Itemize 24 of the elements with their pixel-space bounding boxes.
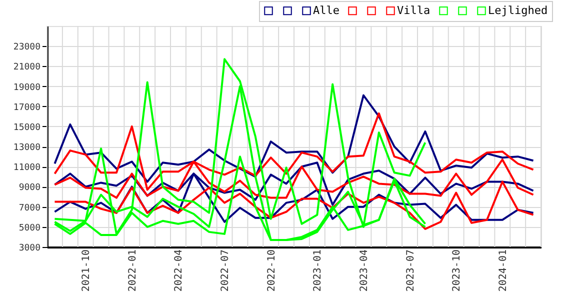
x-tick-label: 2022-07 bbox=[220, 250, 232, 292]
y-tick-label: 11000 bbox=[13, 163, 40, 174]
x-tick-label: 2022-04 bbox=[174, 250, 185, 292]
y-tick-label: 3000 bbox=[18, 244, 40, 254]
x-tick-label: 2022-10 bbox=[266, 250, 278, 292]
legend-label: Lejlighed bbox=[488, 4, 548, 17]
x-tick-label: 2023-10 bbox=[452, 250, 463, 292]
x-tick-label: 2021-10 bbox=[81, 250, 92, 292]
y-tick-label: 23000 bbox=[13, 42, 40, 53]
y-tick-label: 19000 bbox=[13, 82, 40, 93]
y-tick-label: 7000 bbox=[18, 203, 40, 214]
legend-label: Alle bbox=[313, 4, 340, 17]
y-tick-label: 17000 bbox=[13, 102, 40, 113]
y-tick-label: 5000 bbox=[18, 223, 40, 234]
y-tick-label: 15000 bbox=[13, 122, 40, 133]
x-tick-label: 2024-01 bbox=[498, 250, 509, 292]
y-tick-label: 13000 bbox=[13, 143, 40, 154]
x-tick-label: 2023-01 bbox=[312, 250, 324, 292]
x-tick-label: 2023-07 bbox=[405, 250, 416, 292]
x-tick-label: 2022-01 bbox=[127, 250, 138, 292]
x-tick-label: 2023-04 bbox=[358, 250, 370, 292]
y-tick-label: 9000 bbox=[18, 183, 40, 194]
y-tick-label: 21000 bbox=[13, 62, 40, 73]
legend-label: Villa bbox=[397, 4, 430, 17]
